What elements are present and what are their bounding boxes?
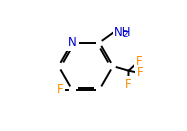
Text: F: F	[57, 83, 64, 96]
Text: NH: NH	[114, 26, 131, 39]
Text: F: F	[135, 55, 142, 68]
Text: 2: 2	[122, 30, 128, 39]
Text: F: F	[125, 78, 131, 91]
Text: F: F	[137, 66, 144, 79]
Text: N: N	[68, 36, 76, 49]
